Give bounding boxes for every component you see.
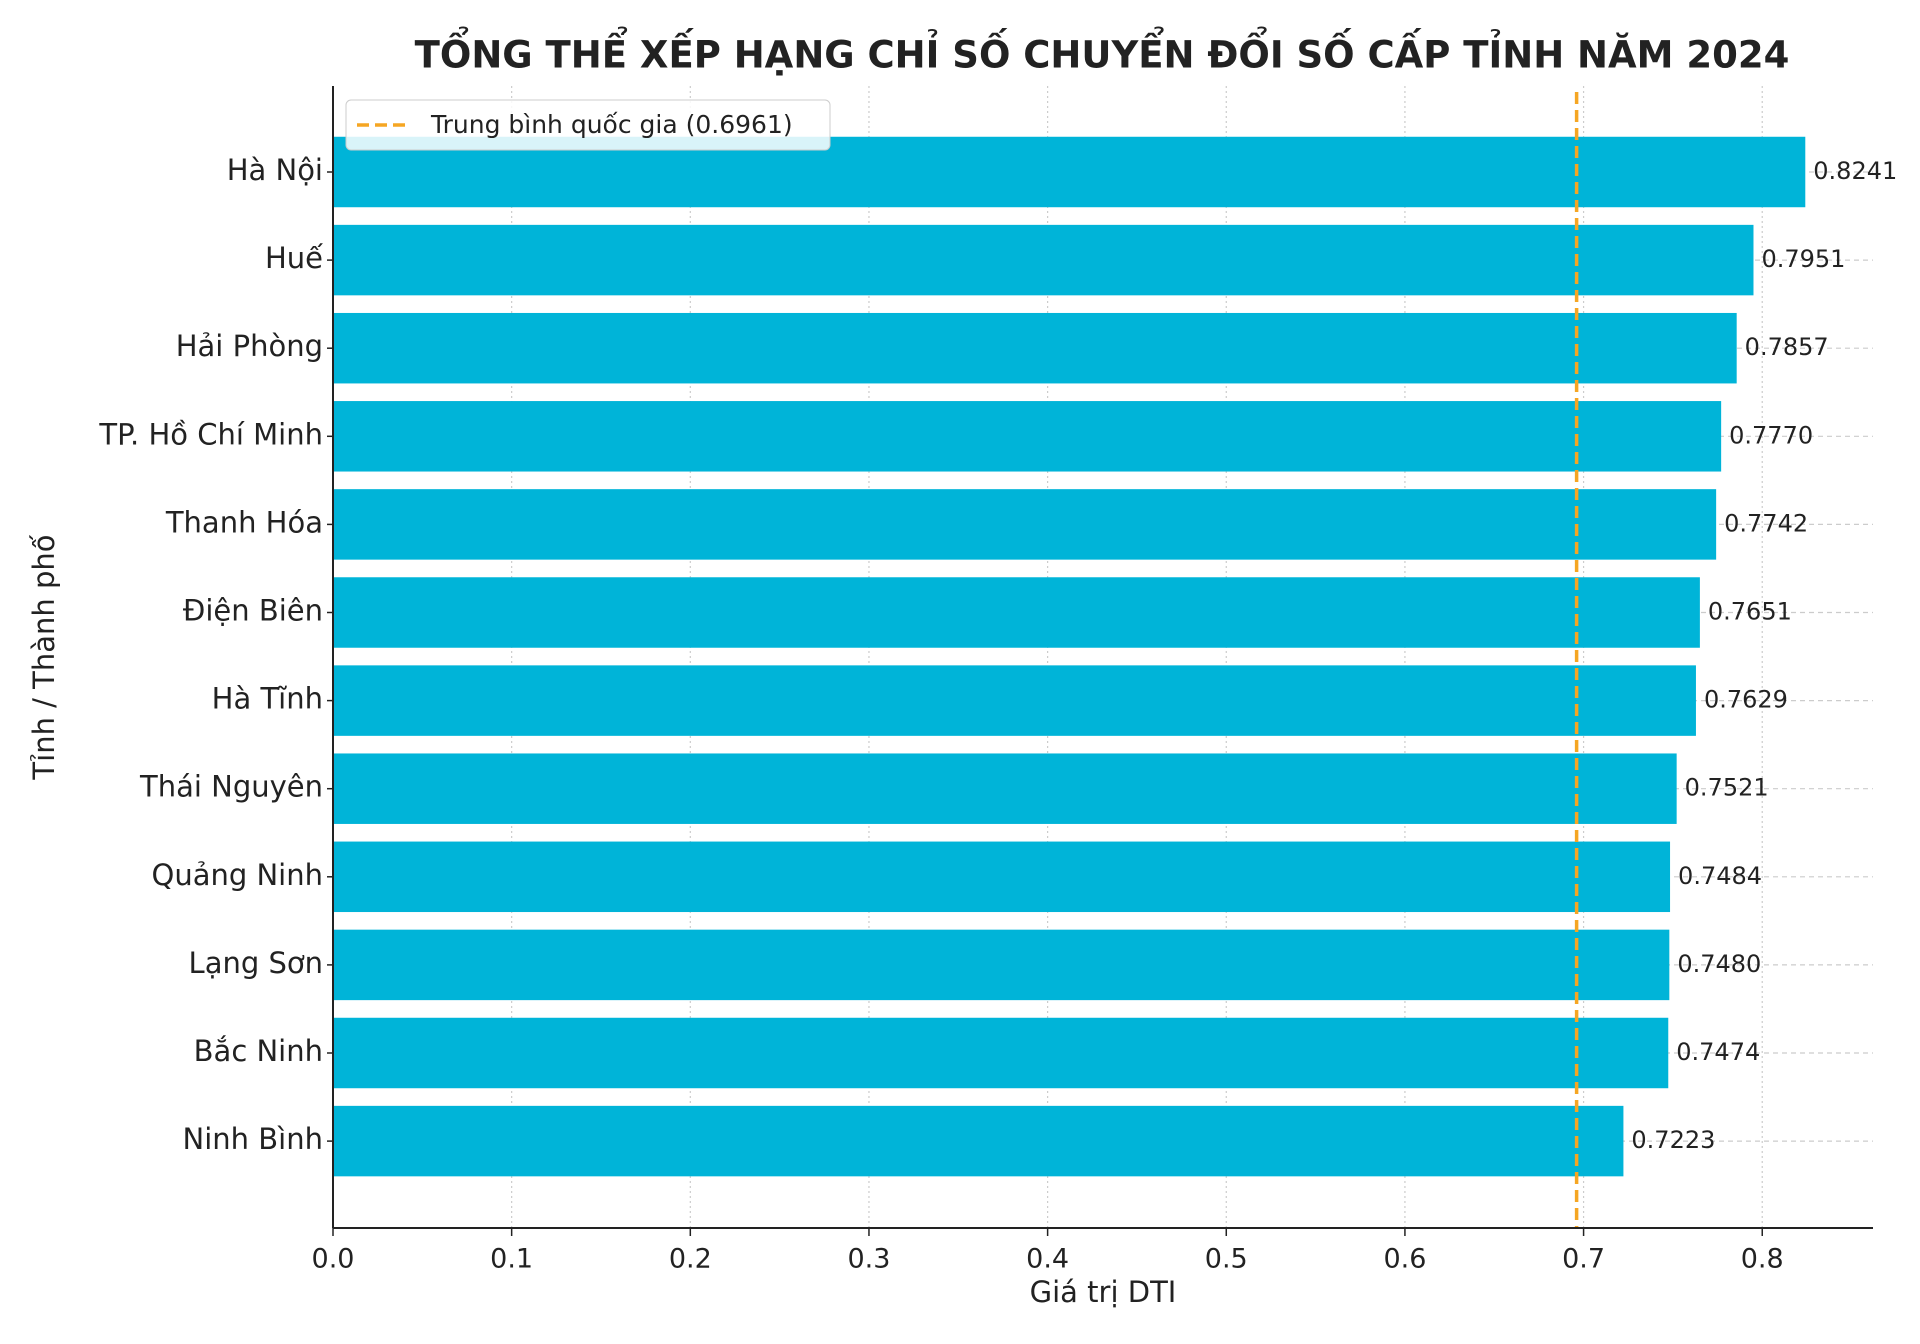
y-tick-label: Bắc Ninh xyxy=(194,1034,323,1068)
bar xyxy=(333,665,1696,736)
x-tick-label: 0.4 xyxy=(1026,1244,1069,1275)
x-tick-label: 0.5 xyxy=(1205,1244,1248,1275)
chart-title: TỔNG THỂ XẾP HẠNG CHỈ SỐ CHUYỂN ĐỔI SỐ C… xyxy=(415,27,1790,77)
value-label: 0.7223 xyxy=(1631,1126,1715,1154)
value-label: 0.7521 xyxy=(1685,774,1769,802)
bar xyxy=(333,489,1717,560)
bar xyxy=(333,312,1737,384)
value-label: 0.7480 xyxy=(1677,950,1761,978)
x-tick-label: 0.7 xyxy=(1562,1244,1605,1275)
y-tick-label: Hải Phòng xyxy=(176,329,323,363)
bar xyxy=(333,1105,1624,1177)
y-tick-label: Huế xyxy=(265,241,323,275)
value-label: 0.7474 xyxy=(1676,1038,1760,1066)
y-tick-label: Hà Nội xyxy=(227,153,323,187)
y-tick-label: Lạng Sơn xyxy=(189,946,323,980)
legend-box xyxy=(345,99,831,151)
value-label: 0.7651 xyxy=(1708,598,1792,626)
y-tick-label: Điện Biên xyxy=(183,594,323,628)
bar xyxy=(333,224,1754,296)
bar xyxy=(333,1017,1669,1089)
value-label: 0.7951 xyxy=(1761,245,1845,273)
bar xyxy=(333,841,1671,913)
y-tick-label: Quảng Ninh xyxy=(152,858,324,892)
x-tick-label: 0.6 xyxy=(1383,1244,1426,1275)
y-tick-label: Hà Tĩnh xyxy=(212,682,323,716)
value-label: 0.7484 xyxy=(1678,862,1762,890)
value-label: 0.7857 xyxy=(1745,333,1829,361)
value-label: 0.7629 xyxy=(1704,686,1788,714)
y-tick-label: TP. Hồ Chí Minh xyxy=(98,417,323,451)
legend-label: Trung bình quốc gia (0.6961) xyxy=(430,110,793,139)
value-label: 0.7742 xyxy=(1724,509,1808,537)
x-tick-label: 0.8 xyxy=(1741,1244,1784,1275)
bar xyxy=(333,753,1677,824)
x-tick-label: 0.2 xyxy=(669,1244,712,1275)
y-tick-label: Thanh Hóa xyxy=(165,505,323,539)
x-axis-label: Giá trị DTI xyxy=(1030,1275,1177,1309)
bar xyxy=(333,929,1670,1001)
y-tick-label: Thái Nguyên xyxy=(139,770,323,804)
x-tick-label: 0.1 xyxy=(490,1244,533,1275)
x-tick-label: 0.3 xyxy=(847,1244,890,1275)
value-label: 0.7770 xyxy=(1729,421,1813,449)
bar xyxy=(333,401,1722,472)
bar xyxy=(333,577,1700,648)
x-tick-label: 0.0 xyxy=(312,1244,355,1275)
y-axis-label: Tỉnh / Thành phố xyxy=(27,534,61,780)
value-label: 0.8241 xyxy=(1813,157,1897,185)
y-tick-label: Ninh Bình xyxy=(183,1122,323,1156)
